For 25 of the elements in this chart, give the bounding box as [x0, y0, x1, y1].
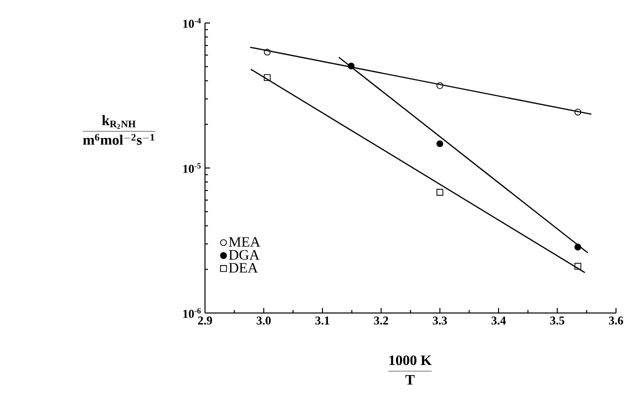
x-tick-label: 3.3: [432, 316, 447, 325]
x-tick-label: 3.1: [315, 316, 330, 325]
y-axis-title: $\frac{\mathbf{k_{R_2NH}}}{\mathbf{m^6mol^{-2}s^{-1}}}$: [82, 115, 156, 145]
legend-label: MEA: [228, 237, 260, 247]
y-tick-label: 10$^{-5}$: [183, 163, 201, 173]
point: [436, 140, 444, 148]
legend-label: DGA: [228, 250, 260, 260]
x-axis-title: $\frac{\mathbf{1000\ K}}{\mathbf{T}}$: [388, 355, 432, 385]
x-tick-label: 2.9: [198, 316, 212, 325]
x-tick-label: 3.2: [374, 316, 388, 325]
point: [348, 62, 355, 70]
y-tick-label: 10$^{-4}$: [183, 18, 201, 28]
x-tick-label: 3.6: [608, 316, 624, 325]
point: [264, 48, 271, 56]
x-tick-label: 3.5: [550, 316, 564, 325]
point: [436, 188, 444, 196]
x-tick-label: 3.4: [492, 316, 506, 325]
point: [574, 108, 582, 116]
point: [574, 244, 582, 250]
point: [436, 82, 444, 90]
point: [264, 74, 271, 82]
x-tick-label: 3.0: [256, 316, 271, 325]
point: [574, 262, 582, 270]
y-tick-label: 10$^{-6}$: [183, 308, 201, 318]
legend-label: DEA: [228, 263, 258, 273]
